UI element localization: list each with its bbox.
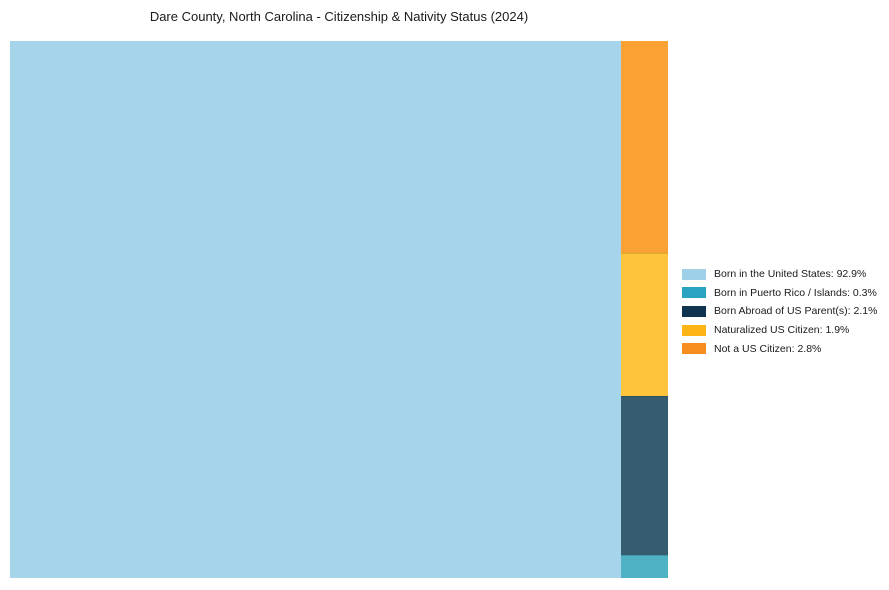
treemap-segment-born-in-the-united-states — [10, 41, 622, 578]
legend-label: Born Abroad of US Parent(s): 2.1% — [714, 305, 878, 318]
treemap-segment-not-a-us-citizen — [621, 41, 668, 253]
legend-item-born-abroad-of-us-parent-s: Born Abroad of US Parent(s): 2.1% — [682, 302, 877, 321]
chart-title: Dare County, North Carolina - Citizenshi… — [149, 9, 529, 24]
legend-label: Born in the United States: 92.9% — [714, 268, 867, 281]
treemap-right-column — [621, 41, 668, 578]
legend-item-born-in-the-united-states: Born in the United States: 92.9% — [682, 265, 877, 284]
legend-label: Born in Puerto Rico / Islands: 0.3% — [714, 286, 877, 299]
legend-label: Not a US Citizen: 2.8% — [714, 342, 822, 355]
legend-swatch-icon — [682, 343, 706, 355]
legend-item-born-in-puerto-rico-islands: Born in Puerto Rico / Islands: 0.3% — [682, 284, 877, 303]
legend-item-not-a-us-citizen: Not a US Citizen: 2.8% — [682, 339, 877, 358]
treemap-segment-born-in-puerto-rico-islands — [621, 555, 668, 578]
legend-swatch-icon — [682, 324, 706, 336]
legend: Born in the United States: 92.9% Born in … — [682, 265, 877, 358]
legend-swatch-icon — [682, 268, 706, 280]
legend-item-naturalized-us-citizen: Naturalized US Citizen: 1.9% — [682, 321, 877, 340]
legend-swatch-icon — [682, 305, 706, 317]
legend-label: Naturalized US Citizen: 1.9% — [714, 324, 850, 337]
legend-swatch-icon — [682, 287, 706, 299]
treemap-segment-naturalized-us-citizen — [621, 252, 668, 397]
treemap — [10, 41, 668, 578]
treemap-segment-born-abroad-of-us-parent-s — [621, 396, 668, 556]
